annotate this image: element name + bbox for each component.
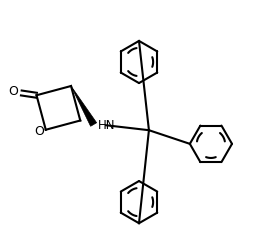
Text: O: O	[34, 125, 44, 138]
Polygon shape	[71, 86, 97, 126]
Text: HN: HN	[98, 119, 116, 132]
Text: O: O	[8, 85, 18, 98]
